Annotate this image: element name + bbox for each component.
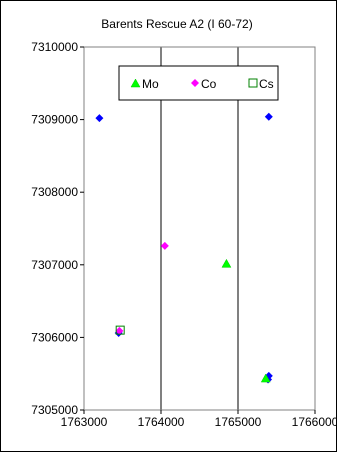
y-tick-label: 7310000 [31, 40, 78, 54]
data-point-co [115, 326, 124, 335]
y-tick-label: 7305000 [31, 403, 78, 417]
x-axis: 1763000 1764000 1765000 1766000 [61, 410, 337, 429]
x-tick-label: 1765000 [215, 415, 262, 429]
legend-square-icon [248, 78, 258, 88]
data-point-cs [115, 325, 125, 335]
legend-triangle-icon [130, 78, 141, 88]
legend-diamond-icon [191, 79, 199, 87]
x-tick-label: 1763000 [61, 415, 108, 429]
legend-label-co: Co [201, 77, 217, 91]
data-point-mo [221, 258, 232, 268]
y-tick-label: 7306000 [31, 330, 78, 344]
data-point-blue [264, 112, 273, 121]
data-points [95, 112, 273, 384]
x-tick-label: 1764000 [138, 415, 185, 429]
x-tick-label: 1766000 [292, 415, 337, 429]
chart-title: Barents Rescue A2 (I 60-72) [101, 17, 252, 31]
legend-label-mo: Mo [142, 77, 159, 91]
data-point-co [160, 241, 169, 250]
legend-label-cs: Cs [259, 77, 274, 91]
y-axis: 7305000 7306000 7307000 7308000 7309000 73100… [31, 40, 85, 417]
legend: Mo Co Cs [118, 65, 279, 101]
data-point-blue [95, 114, 104, 123]
y-tick-label: 7309000 [31, 113, 78, 127]
y-tick-label: 7308000 [31, 185, 78, 199]
y-tick-label: 7307000 [31, 258, 78, 272]
data-point-mo [260, 373, 271, 383]
grid [160, 47, 239, 410]
